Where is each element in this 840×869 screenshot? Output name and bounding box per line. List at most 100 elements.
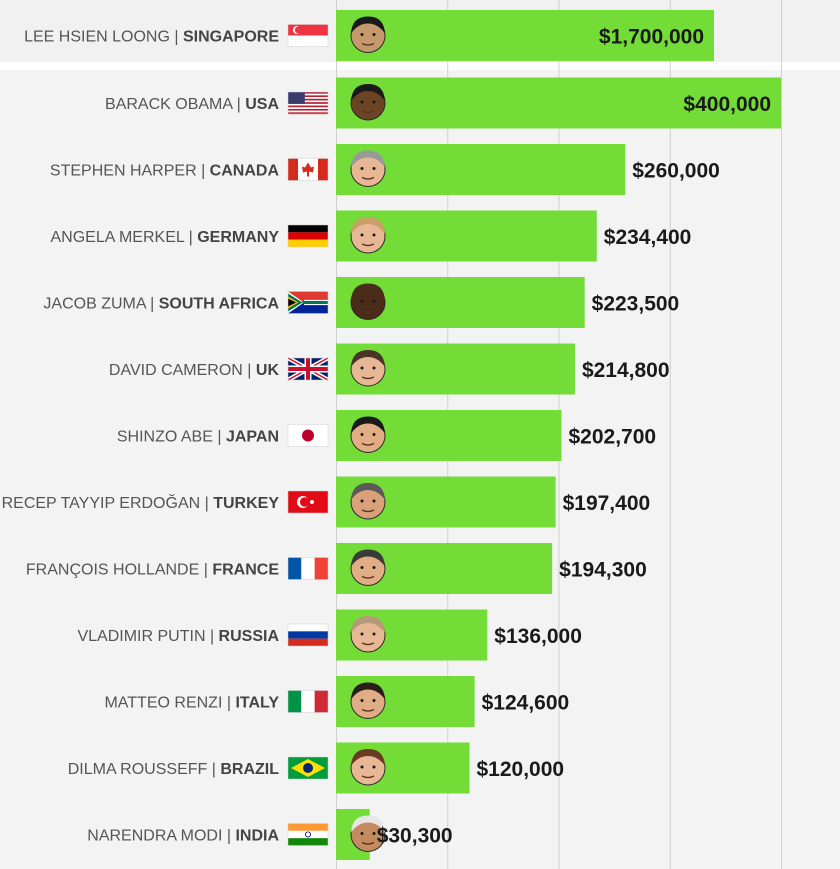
value-label: $136,000 [494,625,582,648]
row-label: NARENDRA MODI | INDIA [87,828,279,845]
face-icon [350,283,386,320]
label-separator: | [222,695,235,712]
flag-russia [287,623,329,647]
bar-row-2: STEPHEN HARPER | CANADA $260,000 [50,144,720,195]
row-label: ANGELA MERKEL | GERMANY [50,229,279,246]
value-label: $194,300 [559,559,647,582]
bar [336,10,714,61]
flag-india [287,823,329,846]
person-name: SHINZO ABE [117,429,213,446]
label-separator: | [213,429,226,446]
bar-row-12: NARENDRA MODI | INDIA $30,300 [87,809,453,860]
country-name: FRANCE [212,562,279,579]
bar-row-8: FRANÇOIS HOLLANDE | FRANCE $194,300 [26,543,647,594]
person-name: JACOB ZUMA [43,296,146,313]
country-name: GERMANY [197,229,279,246]
value-label: $120,000 [477,758,565,781]
value-label: $400,000 [683,93,771,116]
bar-row-0: LEE HSIEN LOONG | SINGAPORE $1,700,000 [24,10,714,61]
value-label: $234,400 [604,226,692,249]
label-separator: | [206,628,219,645]
value-label: $214,800 [582,359,670,382]
bar-row-7: RECEP TAYYIP ERDOĞAN | TURKEY $197,400 [2,476,651,528]
country-name: CANADA [210,163,280,180]
label-separator: | [232,96,245,113]
face-icon [350,682,386,719]
label-separator: | [200,495,213,512]
face-icon [350,815,386,852]
bar-row-6: SHINZO ABE | JAPAN $202,700 [117,410,656,461]
row-label: VLADIMIR PUTIN | RUSSIA [77,628,279,645]
bar-row-5: DAVID CAMERON | UK $214,800 [109,343,670,395]
person-name: STEPHEN HARPER [50,163,197,180]
face-icon [350,749,386,786]
face-icon [350,84,386,121]
flag-italy [287,690,329,713]
person-name: DAVID CAMERON [109,362,243,379]
face-icon [350,549,386,586]
person-name: VLADIMIR PUTIN [77,628,205,645]
bar-row-9: VLADIMIR PUTIN | RUSSIA $136,000 [77,609,582,661]
row-separator [0,62,840,70]
flag-turkey [287,490,329,514]
country-name: ITALY [235,695,279,712]
face-icon [350,483,386,520]
bar-row-11: DILMA ROUSSEFF | BRAZIL $120,000 [68,742,565,794]
person-name: LEE HSIEN LOONG [24,29,170,46]
flag-uk [286,356,330,382]
flag-singapore [287,24,329,47]
label-separator: | [197,163,210,180]
face-icon [350,416,386,453]
row-label: LEE HSIEN LOONG | SINGAPORE [24,29,279,46]
value-label: $223,500 [592,293,680,316]
flag-france [287,557,329,580]
row-label: FRANÇOIS HOLLANDE | FRANCE [26,562,279,579]
person-name: MATTEO RENZI [104,695,222,712]
flag-canada [287,158,329,181]
country-name: RUSSIA [219,628,280,645]
label-separator: | [184,229,197,246]
country-name: SOUTH AFRICA [159,296,280,313]
face-icon [350,616,386,653]
country-name: JAPAN [226,429,279,446]
value-label: $202,700 [569,426,657,449]
bar-row-1: BARACK OBAMA | USA $400,000 [105,77,781,129]
value-label: $30,300 [377,825,453,848]
row-label: SHINZO ABE | JAPAN [117,429,279,446]
country-name: USA [245,96,279,113]
person-name: RECEP TAYYIP ERDOĞAN [2,493,201,512]
value-label: $124,600 [482,692,570,715]
label-separator: | [199,562,212,579]
person-name: BARACK OBAMA [105,96,233,113]
label-separator: | [170,29,183,46]
flag-brazil [287,756,329,780]
row-label: DILMA ROUSSEFF | BRAZIL [68,761,280,778]
row-label: BARACK OBAMA | USA [105,96,279,113]
value-label: $260,000 [632,160,720,183]
bar-row-4: JACOB ZUMA | SOUTH AFRICA $223,500 [43,277,679,328]
person-name: DILMA ROUSSEFF [68,761,208,778]
bar [336,77,781,129]
bar-row-3: ANGELA MERKEL | GERMANY $234,400 [50,210,692,262]
label-separator: | [243,362,256,379]
person-name: FRANÇOIS HOLLANDE [26,562,199,579]
label-separator: | [222,828,235,845]
row-label: JACOB ZUMA | SOUTH AFRICA [43,296,279,313]
flag-usa [287,91,329,115]
face-icon [350,350,386,387]
country-name: BRAZIL [220,761,279,778]
value-label: $1,700,000 [599,26,704,49]
row-label: STEPHEN HARPER | CANADA [50,163,280,180]
country-name: UK [256,362,280,379]
person-name: NARENDRA MODI [87,828,222,845]
country-name: TURKEY [213,495,279,512]
face-icon [350,16,386,53]
country-name: INDIA [235,828,279,845]
flag-japan [287,424,329,447]
value-label: $197,400 [563,492,651,515]
flag-south-africa [287,291,329,314]
person-name: ANGELA MERKEL [50,229,184,246]
label-separator: | [207,761,220,778]
bar-row-10: MATTEO RENZI | ITALY $124,600 [104,676,569,727]
